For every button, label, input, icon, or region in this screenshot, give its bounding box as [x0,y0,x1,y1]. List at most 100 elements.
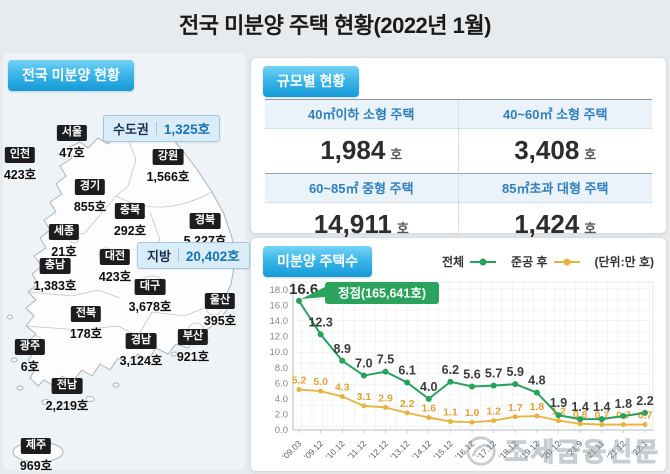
data-point [339,357,346,364]
data-point [577,421,583,427]
y-axis-label: 12.0 [270,332,289,343]
summary-value: 1,325호 [163,122,211,137]
point-label: 2.2 [636,394,653,408]
point-label: 7.5 [377,353,394,367]
point-label: 1.7 [508,402,523,414]
x-axis-label: '16.12 [453,438,476,461]
point-label: 1.9 [550,396,567,410]
legend-line-completed-icon [553,258,580,265]
data-point [642,422,648,428]
summary-value: 20,402호 [185,249,240,264]
y-axis-label: 10.0 [270,347,289,358]
point-label: 1.6 [421,403,436,415]
y-axis-label: 8.0 [275,363,288,374]
y-axis-label: 4.0 [275,394,288,405]
data-point [426,415,432,421]
summary-divider [177,248,179,262]
x-axis-label: '21.12 [605,438,628,461]
series-total: 16.6 12.38.9 7.0 7.5 6.1 4.0 6.2 5.6 5.7 5.9 4.8 1.… [289,281,654,423]
x-axis-label: '09.03 [280,438,303,461]
point-label: 5.2 [292,375,307,387]
data-point [534,413,540,419]
data-point [317,331,324,338]
point-label: 1.2 [551,406,566,418]
unit-note: (단위:만 호) [594,255,654,269]
capital-region-summary-box: 수도권 1,325호 [103,115,221,142]
data-point [404,410,410,416]
data-point [512,414,518,420]
x-axis-label: '21.11 [583,438,606,461]
size-cell: 40~60㎡ 소형 주택 3,408 호 [458,100,652,174]
data-point [383,404,388,410]
x-axis-label: '11.12 [345,438,368,461]
chart-grid [292,281,654,431]
data-point [296,387,302,393]
size-cell-value: 1,424 호 [514,209,597,239]
data-point [447,378,454,385]
size-cell: 40㎡이하 소형 주택 1,984 호 [265,100,459,174]
x-axis-label: '15.12 [432,438,455,461]
point-label: 1.8 [530,401,545,413]
point-label: 2.2 [400,398,415,410]
data-point [318,388,324,394]
data-point [490,382,497,389]
size-cell-value: 1,984 호 [320,135,403,165]
x-axis-label: '18.12 [496,438,519,461]
point-label: 5.0 [313,376,328,388]
data-point [404,379,411,386]
point-label: 4.3 [335,382,350,394]
series-completed: 5.2 5.0 4.33.1 2.9 2.2 1.6 1.1 1.0 1.2 1.7 1.8 1.2 0… [292,375,652,428]
point-label: 1.2 [486,406,501,418]
point-label: 1.1 [443,406,458,418]
x-axis-label: '10.12 [323,438,346,461]
x-axis-label: '20.12 [540,438,563,461]
point-label: 5.6 [463,367,480,381]
peak-callout: 정점(165,641호) [301,282,439,304]
map-panel-header: 전국 미분양 현황 [8,60,134,91]
size-cell-value: 3,408 호 [514,135,597,165]
point-label: 1.8 [615,397,632,411]
x-axis-label: '22.1 [629,438,649,458]
chart-panel: 미분양 주택수 전체 준공 후 (단위:만 호) 0.0 2 [250,237,667,472]
size-cell-label: 60~85㎡ 중형 주택 [265,174,458,203]
x-axis-label: '14.12 [410,438,433,461]
size-cell-value: 14,911 호 [313,209,409,239]
legend-item-completed: 준공 후 [511,253,580,270]
x-axis-label: '19.12 [518,438,541,461]
point-label: 7.0 [355,357,372,371]
summary-divider [155,121,157,135]
peak-annotation: 정점(165,641호) [338,286,426,301]
data-point [512,381,519,388]
data-point [620,413,627,419]
x-axis-label: '17.12 [475,438,498,461]
legend-line-total-icon [470,258,497,265]
point-label: 2.9 [378,392,393,404]
point-label: 8.9 [334,342,351,356]
jeju-island [12,441,64,463]
point-label: 16.6 [289,281,318,298]
data-point [577,416,584,423]
data-point [361,403,367,409]
size-table: 40㎡이하 소형 주택 1,984 호 40~60㎡ 소형 주택 3,408 호 6… [265,99,652,248]
data-point [382,368,389,375]
data-point [469,383,475,390]
page-title: 전국 미분양 주택 현황(2022년 1월) [179,13,491,38]
legend-item-total: 전체 [442,253,497,270]
data-point [360,372,367,379]
unsold-line-chart: 0.0 2.0 4.0 6.0 8.0 10.0 12.0 14.0 16.0 18.0 '09.0… [270,281,654,462]
data-point [555,412,562,419]
summary-label: 지방 [147,248,171,264]
data-point [296,297,302,304]
y-axis-label: 2.0 [275,409,288,420]
data-point [533,389,540,396]
point-label: 1.4 [571,400,588,414]
x-axis-label: '12.12 [367,438,390,461]
point-label: 1.4 [593,400,610,414]
chart-legend: 전체 준공 후 (단위:만 호) [442,253,654,270]
size-panel-header: 규모별 현황 [263,66,360,97]
data-point [598,416,605,423]
provincial-summary-box: 지방 20,402호 [137,242,250,269]
data-point [447,418,453,424]
point-label: 4.8 [528,374,545,388]
y-axis-label: 6.0 [275,378,288,389]
